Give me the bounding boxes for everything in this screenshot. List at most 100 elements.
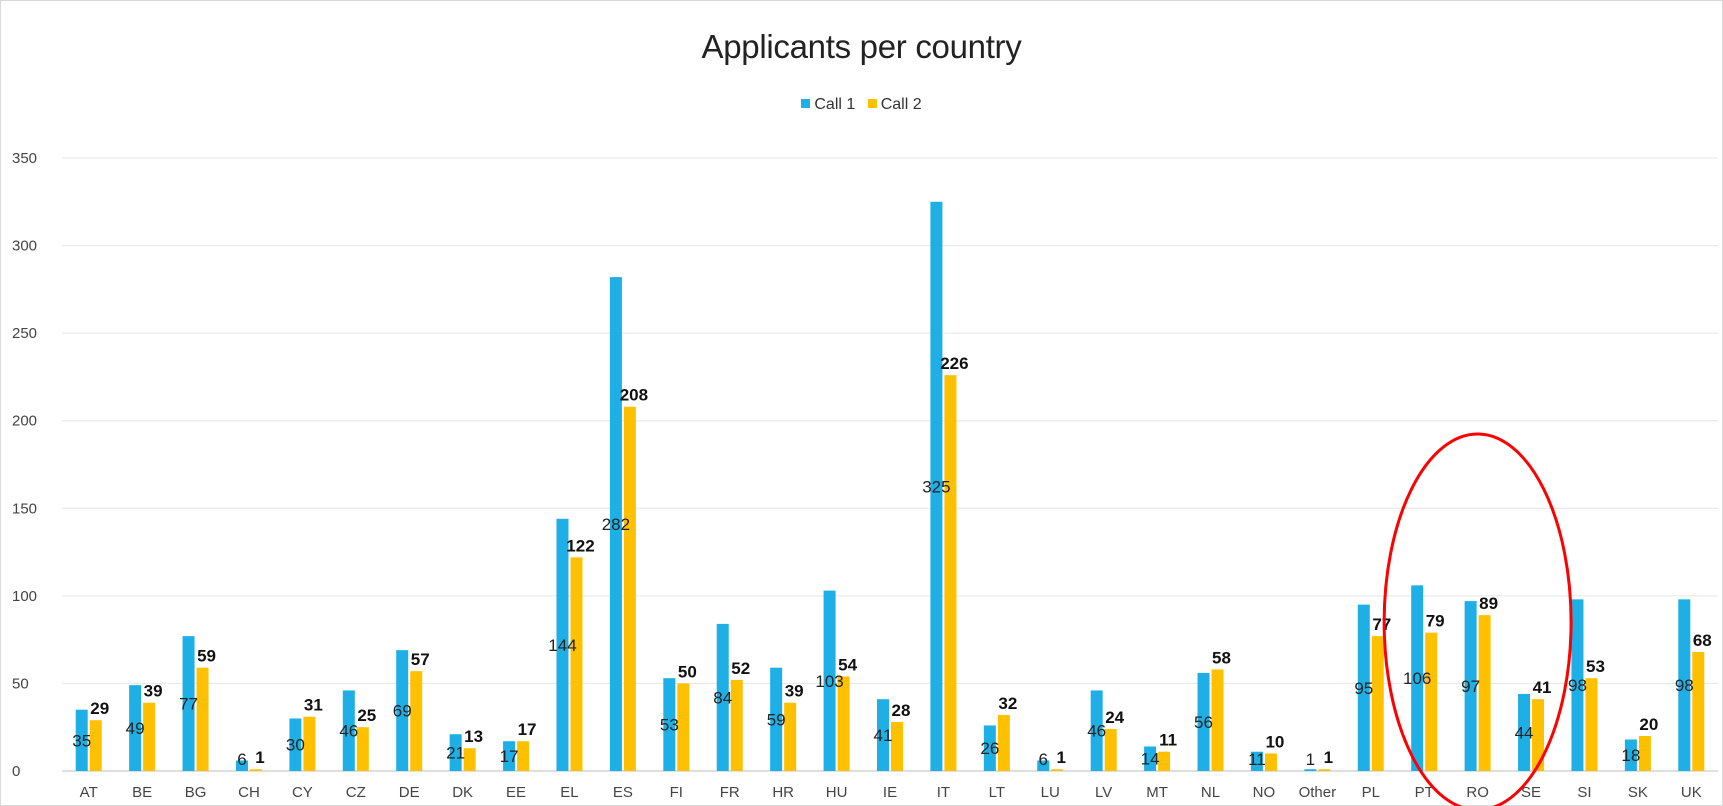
x-tick-label: MT [1146,784,1168,801]
data-label-call-2: 10 [1265,732,1284,751]
y-tick-label: 200 [12,413,37,430]
y-tick-label: 0 [12,763,20,780]
data-label-call-2: 50 [678,662,697,681]
x-tick-label: CZ [346,784,366,801]
data-label-call-2: 13 [464,727,483,746]
x-tick-label: CY [292,784,313,801]
bar-call-2 [891,722,903,771]
x-tick-label: DE [399,784,420,801]
data-label-call-1: 98 [1568,676,1587,695]
data-label-call-2: 208 [620,386,648,405]
x-tick-label: PL [1362,784,1380,801]
data-label-call-1: 103 [815,672,843,691]
data-label-call-2: 1 [1057,748,1066,767]
data-label-call-2: 54 [838,655,857,674]
y-tick-label: 150 [12,500,37,517]
bar-call-2 [998,715,1010,771]
data-label-call-2: 226 [940,354,968,373]
bar-call-1 [1304,769,1316,771]
data-label-call-1: 49 [126,719,145,738]
data-label-call-1: 53 [660,716,679,735]
bar-call-2 [303,717,315,771]
x-tick-label: HR [772,784,794,801]
data-label-call-1: 1 [1306,750,1315,769]
data-label-call-1: 6 [237,750,246,769]
data-label-call-1: 11 [1248,750,1266,769]
y-tick-label: 350 [12,150,37,167]
data-label-call-2: 24 [1105,708,1124,727]
data-label-call-1: 56 [1194,713,1213,732]
data-label-call-2: 20 [1639,715,1658,734]
bar-call-2 [677,683,689,771]
x-tick-label: BE [132,784,152,801]
bar-call-2 [1051,769,1063,771]
bar-call-2 [410,671,422,771]
data-label-call-1: 46 [1087,722,1106,741]
data-label-call-1: 44 [1515,723,1534,742]
y-tick-label: 50 [12,675,29,692]
data-label-call-1: 21 [446,744,465,763]
data-label-call-2: 11 [1159,731,1177,750]
x-tick-label: RO [1466,784,1489,801]
data-label-call-2: 39 [785,682,804,701]
data-label-call-1: 98 [1675,676,1694,695]
bar-call-2 [784,703,796,771]
x-tick-label: SK [1628,784,1648,801]
bar-call-2 [1212,669,1224,771]
data-label-call-2: 52 [731,659,750,678]
x-tick-label: UK [1681,784,1702,801]
x-tick-label: SI [1577,784,1591,801]
data-label-call-2: 58 [1212,648,1231,667]
bar-call-2 [1158,752,1170,771]
x-tick-label: EE [506,784,526,801]
bar-call-2 [250,769,262,771]
data-label-call-1: 106 [1403,669,1431,688]
bar-call-2 [464,748,476,771]
bar-call-2 [1479,615,1491,771]
data-label-call-1: 325 [922,477,950,496]
data-label-call-1: 97 [1461,677,1480,696]
data-label-call-2: 31 [304,696,323,715]
x-tick-label: ES [613,784,633,801]
data-label-call-1: 35 [72,731,91,750]
x-tick-label: LV [1095,784,1112,801]
data-label-call-1: 69 [393,702,412,721]
data-label-call-2: 53 [1586,657,1605,676]
x-tick-label: FR [720,784,740,801]
bar-call-2 [517,741,529,771]
bar-call-2 [944,375,956,771]
data-label-call-1: 84 [713,688,732,707]
data-label-call-1: 144 [548,636,576,655]
data-label-call-2: 122 [566,536,594,555]
bar-call-2 [1105,729,1117,771]
data-label-call-1: 26 [980,739,999,758]
data-label-call-1: 6 [1039,750,1048,769]
data-label-call-1: 41 [874,726,893,745]
data-label-call-1: 59 [767,710,786,729]
data-label-call-1: 282 [602,515,630,534]
data-label-call-2: 89 [1479,594,1498,613]
x-tick-label: IE [883,784,897,801]
x-tick-label: FI [670,784,683,801]
bar-call-2 [90,720,102,771]
x-tick-label: LU [1041,784,1060,801]
bar-call-2 [1639,736,1651,771]
data-label-call-1: 18 [1621,746,1640,765]
data-label-call-2: 41 [1533,678,1552,697]
data-label-call-2: 68 [1693,631,1712,650]
data-label-call-2: 1 [255,748,264,767]
data-label-call-1: 17 [500,747,519,766]
x-tick-label: IT [937,784,950,801]
data-label-call-1: 77 [179,695,198,714]
data-label-call-2: 25 [357,706,376,725]
bar-call-2 [1585,678,1597,771]
bar-call-2 [624,407,636,771]
bar-call-2 [143,703,155,771]
bar-call-2 [357,727,369,771]
data-label-call-2: 17 [518,720,537,739]
x-tick-label: DK [452,784,473,801]
y-tick-label: 250 [12,325,37,342]
x-tick-label: AT [80,784,98,801]
bar-call-2 [1692,652,1704,771]
bar-call-2 [1425,633,1437,771]
